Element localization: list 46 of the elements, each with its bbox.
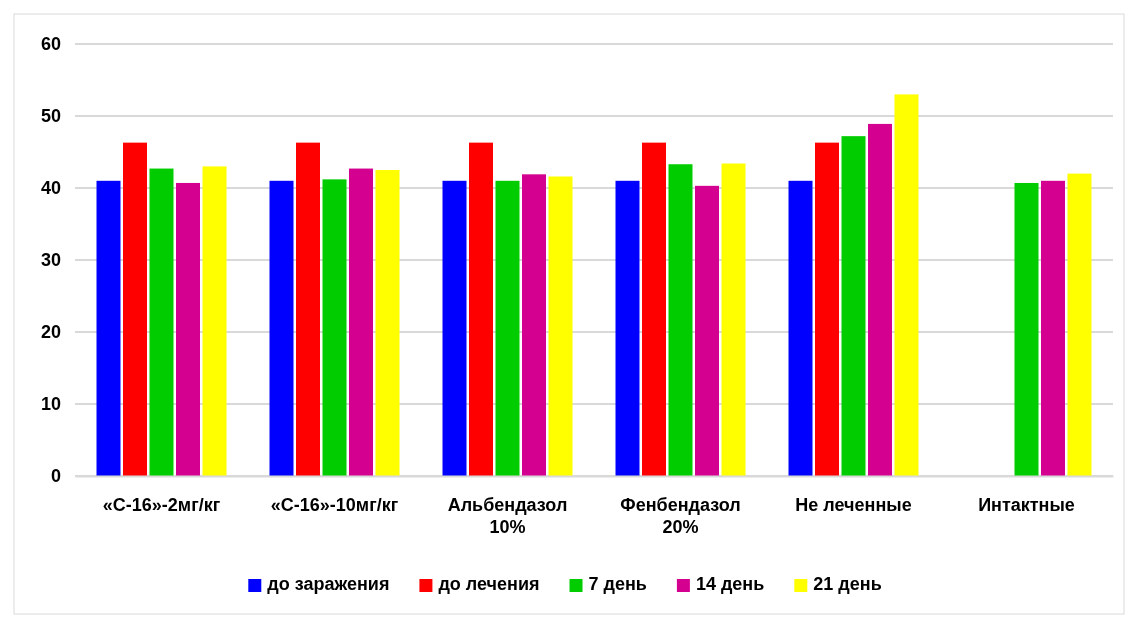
y-tick-label: 50 bbox=[40, 106, 61, 127]
bar bbox=[642, 142, 666, 476]
y-tick-label: 40 bbox=[40, 178, 61, 199]
bar bbox=[123, 142, 147, 476]
x-tick-label: Не леченные bbox=[795, 494, 912, 515]
y-tick-label: 10 bbox=[40, 394, 61, 415]
x-tick-label: Альбендазол 10% bbox=[447, 494, 568, 538]
bar bbox=[695, 185, 719, 476]
bar bbox=[296, 142, 320, 476]
bar bbox=[149, 168, 174, 476]
x-tick-label: «С-16»-10мг/кг bbox=[270, 494, 399, 515]
bar bbox=[841, 136, 866, 476]
bar bbox=[868, 123, 892, 476]
x-tick-label: Фенбендазол 20% bbox=[620, 494, 741, 538]
bar bbox=[522, 174, 546, 476]
bar bbox=[1067, 173, 1092, 476]
bar bbox=[375, 170, 400, 476]
bar bbox=[548, 176, 573, 476]
bar bbox=[202, 166, 227, 476]
bar bbox=[615, 180, 640, 476]
bar bbox=[269, 180, 294, 476]
legend-label: до заражения bbox=[267, 574, 390, 594]
bar bbox=[96, 180, 121, 476]
bar bbox=[495, 180, 520, 476]
legend-label: до лечения bbox=[438, 574, 540, 594]
bar bbox=[176, 182, 200, 476]
x-tick-label: Интактные bbox=[978, 494, 1075, 515]
y-tick-label: 0 bbox=[50, 466, 61, 487]
bar bbox=[788, 180, 813, 476]
bar bbox=[1014, 182, 1039, 476]
bar bbox=[668, 164, 693, 476]
bar bbox=[721, 163, 746, 476]
bar bbox=[1041, 180, 1065, 476]
legend-label: 14 день bbox=[695, 574, 765, 594]
bar bbox=[815, 142, 839, 476]
bar bbox=[894, 94, 919, 476]
bar bbox=[322, 179, 347, 476]
y-tick-label: 20 bbox=[40, 322, 61, 343]
y-tick-label: 60 bbox=[40, 34, 61, 55]
bar bbox=[442, 180, 467, 476]
x-tick-label: «С-16»-2мг/кг bbox=[102, 494, 221, 515]
legend-label: 21 день bbox=[813, 574, 882, 594]
bar bbox=[469, 142, 493, 476]
y-tick-label: 30 bbox=[40, 250, 61, 271]
bar bbox=[349, 168, 373, 476]
legend-label: 7 день bbox=[588, 574, 647, 594]
